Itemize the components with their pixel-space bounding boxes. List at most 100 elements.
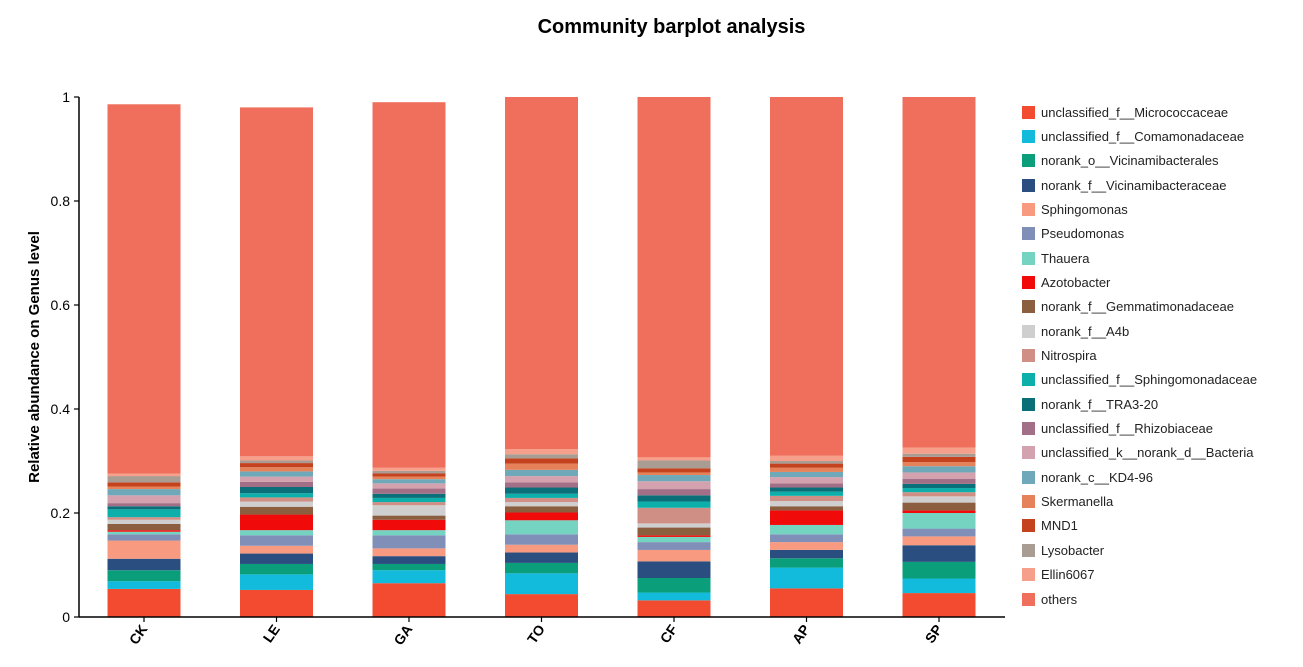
bar-segment — [240, 107, 313, 457]
bar-segment — [107, 473, 181, 477]
bar-segment — [902, 496, 976, 503]
legend-label: others — [1041, 591, 1078, 607]
bar-segment — [505, 573, 578, 595]
legend-label: unclassified_f__Sphingomonadaceae — [1041, 372, 1258, 388]
legend-label: Thauera — [1041, 250, 1090, 266]
bar-segment — [372, 470, 446, 474]
bar-segment — [637, 457, 711, 461]
bar-stack-ga — [372, 102, 446, 617]
bar-segment — [505, 449, 578, 455]
bar-segment — [770, 549, 843, 559]
x-tick-label: GA — [390, 622, 415, 648]
legend-item: norank_o__Vicinamibacterales — [1022, 151, 1302, 171]
legend-label: Nitrospira — [1041, 348, 1097, 363]
legend-swatch — [1022, 202, 1035, 216]
legend-label: norank_f__A4b — [1041, 323, 1130, 339]
bar-segment — [240, 514, 313, 531]
bar-segment — [902, 593, 976, 617]
bar-segment — [505, 458, 578, 464]
bar-segment — [770, 455, 843, 461]
bar-segment — [240, 467, 313, 472]
bar-segment — [240, 463, 313, 468]
bar-segment — [505, 502, 578, 507]
chart-title: Community barplot analysis — [537, 16, 806, 38]
bar-segment — [902, 492, 976, 497]
bar-segment — [107, 104, 181, 474]
bar-segment — [637, 592, 711, 601]
bar-segment — [107, 482, 181, 487]
bar-segment — [505, 506, 578, 513]
legend-label: norank_f__Gemmatimonadaceae — [1041, 299, 1234, 315]
bar-segment — [505, 463, 578, 470]
legend-label: Pseudomonas — [1041, 226, 1125, 242]
bar-segment — [770, 506, 843, 511]
legend-swatch — [1022, 519, 1035, 533]
bar-segment — [902, 453, 976, 457]
bar-segment — [372, 483, 446, 489]
bar-segment — [770, 461, 843, 464]
bar-segment — [107, 570, 181, 582]
bar-segment — [240, 456, 313, 461]
legend-item: unclassified_f__Sphingomonadaceae — [1022, 370, 1302, 390]
bar-segment — [240, 460, 313, 464]
bar-segment — [107, 531, 181, 535]
bar-segment — [505, 487, 578, 494]
bar-segment — [240, 476, 313, 482]
bar-segment — [372, 497, 446, 503]
legend-swatch — [1022, 251, 1035, 265]
bar-segment — [770, 491, 843, 496]
x-tick-label: AP — [789, 622, 813, 647]
bar-segment — [372, 473, 446, 477]
bar-segment — [240, 589, 313, 617]
bar-segment — [107, 581, 181, 589]
legend-item: Pseudomonas — [1022, 224, 1302, 244]
legend-swatch — [1022, 300, 1035, 314]
bar-segment — [505, 497, 578, 503]
bar-segment — [372, 505, 446, 516]
bar-segment — [637, 489, 711, 496]
bar-segment — [637, 542, 711, 550]
legend-item: norank_f__Vicinamibacteraceae — [1022, 175, 1302, 195]
bar-segment — [902, 462, 976, 467]
bar-segment — [770, 524, 843, 535]
bar-segment — [240, 471, 313, 477]
legend-swatch — [1022, 495, 1035, 509]
bar-segment — [770, 483, 843, 488]
bar-segment — [902, 478, 976, 484]
legend-swatch — [1022, 105, 1035, 119]
legend-item: norank_f__A4b — [1022, 321, 1302, 341]
bar-segment — [372, 583, 446, 617]
legend-label: Sphingomonas — [1041, 201, 1128, 217]
bar-segment — [902, 502, 976, 511]
legend-swatch — [1022, 129, 1035, 143]
bar-segment — [770, 97, 843, 456]
bar-segment — [637, 507, 711, 524]
bar-stack-sp — [902, 97, 976, 617]
bar-segment — [505, 469, 578, 477]
bar-segment — [637, 475, 711, 482]
legend-label: Skermanella — [1041, 494, 1114, 510]
legend-swatch — [1022, 543, 1035, 557]
bar-segment — [637, 495, 711, 502]
x-tick-label: SP — [922, 622, 946, 646]
legend-swatch — [1022, 397, 1035, 411]
bar-segment — [637, 600, 711, 617]
bar-segment — [637, 468, 711, 473]
y-tick-label: 0.2 — [51, 505, 71, 521]
bar-stack-to — [505, 97, 578, 617]
bar-segment — [637, 523, 711, 528]
bar-segment — [240, 493, 313, 498]
legend-item: norank_f__Gemmatimonadaceae — [1022, 297, 1302, 317]
bar-segment — [902, 97, 976, 448]
bar-segment — [637, 472, 711, 476]
legend-swatch — [1022, 422, 1035, 436]
bar-segment — [240, 545, 313, 554]
bar-segment — [902, 466, 976, 473]
legend-label: unclassified_f__Rhizobiaceae — [1041, 421, 1214, 437]
x-tick-label: LE — [260, 622, 283, 646]
bar-segment — [770, 510, 843, 525]
legend-item: Azotobacter — [1022, 272, 1302, 292]
bar-segment — [505, 454, 578, 459]
bar-segment — [107, 540, 181, 559]
bar-segment — [372, 467, 446, 471]
